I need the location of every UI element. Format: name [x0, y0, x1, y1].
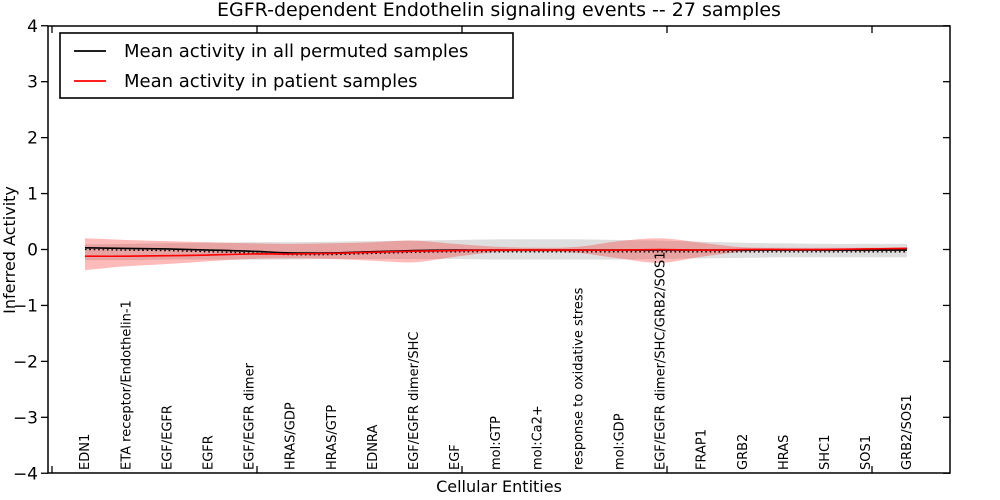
x-category-label: EGF/EGFR dimer/SHC — [407, 332, 422, 470]
x-category-label: HRAS/GTP — [325, 405, 340, 470]
legend-permuted-label: Mean activity in all permuted samples — [124, 41, 468, 62]
x-category-label: mol:GTP — [489, 416, 504, 470]
x-category-label: HRAS — [777, 435, 792, 470]
y-tick-label: 4 — [27, 17, 38, 37]
y-tick-label: −4 — [13, 464, 38, 484]
x-category-label: EGF/EGFR — [160, 405, 175, 470]
x-axis-label: Cellular Entities — [436, 477, 562, 496]
x-category-label: EGF/EGFR dimer — [243, 362, 258, 470]
x-category-label: EGFR — [201, 435, 216, 470]
legend: Mean activity in all permuted samples Me… — [59, 32, 514, 99]
permuted-mean-dotted-line — [84, 248, 907, 256]
x-category-label: mol:Ca2+ — [530, 405, 545, 470]
x-category-label: EGF — [448, 444, 463, 470]
x-category-label: GRB2 — [736, 434, 751, 470]
x-category-label: FRAP1 — [695, 429, 710, 470]
x-category-label: EGF/EGFR dimer/SHC/GRB2/SOS1 — [654, 252, 669, 471]
x-category-label: mol:GDP — [612, 413, 627, 470]
y-tick-label: −1 — [13, 296, 38, 316]
y-tick-label: 0 — [27, 241, 38, 261]
y-tick-label: 1 — [27, 185, 38, 205]
x-category-label: GRB2/SOS1 — [900, 394, 915, 470]
patient-mean-line — [84, 247, 908, 258]
y-tick-label: −2 — [13, 352, 38, 372]
x-category-label: HRAS/GDP — [284, 402, 299, 470]
x-category-label: response to oxidative stress — [571, 287, 586, 470]
x-category-label: SOS1 — [859, 435, 874, 470]
y-axis-label: Inferred Activity — [0, 186, 19, 314]
x-category-label: SHC1 — [818, 435, 833, 470]
x-category-label: EDNRA — [366, 425, 381, 470]
x-category-label: ETA receptor/Endothelin-1 — [119, 300, 134, 470]
legend-patient-label: Mean activity in patient samples — [124, 71, 418, 92]
chart-title: EGFR-dependent Endothelin signaling even… — [217, 0, 781, 21]
plot-frame — [47, 25, 951, 474]
y-tick-label: 2 — [27, 129, 38, 149]
y-tick-label: −3 — [13, 408, 38, 428]
x-category-label: EDN1 — [78, 434, 93, 470]
y-tick-label: 3 — [27, 73, 38, 93]
patient-band — [85, 238, 907, 271]
legend-box — [59, 32, 514, 99]
plot-area: 4 3 2 1 0 −1 −2 −3 −4 EDN1 ETA receptor/Endothelin… — [13, 17, 950, 484]
